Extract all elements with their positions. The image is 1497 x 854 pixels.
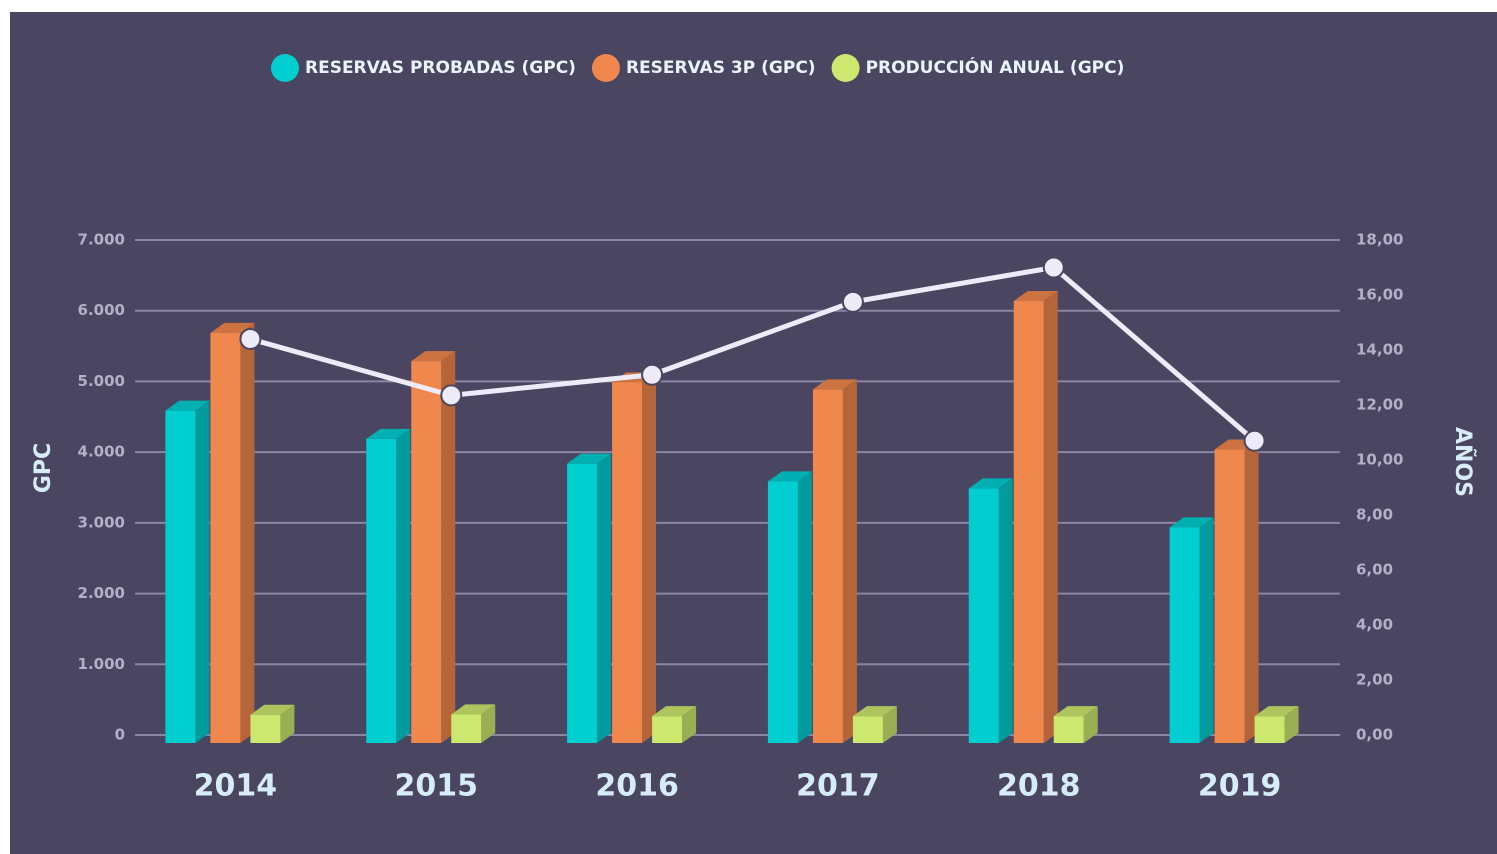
bar-top — [250, 704, 295, 715]
bar-side — [682, 706, 697, 743]
bar — [968, 488, 999, 743]
bar-top — [411, 351, 456, 362]
bar-side — [797, 471, 812, 743]
bar — [1254, 716, 1285, 743]
bar-top — [366, 428, 411, 439]
bar-top — [567, 453, 612, 464]
bar-side — [1083, 706, 1098, 743]
bar-side — [1043, 291, 1058, 743]
bar-side — [481, 704, 496, 743]
line — [249, 264, 1257, 443]
bar-side — [441, 351, 456, 743]
line-point — [1243, 429, 1266, 452]
bar — [165, 410, 196, 743]
legend-label: RESERVAS 3P (GPC) — [626, 58, 816, 78]
line-point — [841, 290, 864, 313]
bar-top — [852, 706, 897, 717]
legend-swatch — [831, 54, 860, 82]
bar-side — [1199, 517, 1214, 743]
legend-swatch — [271, 54, 299, 82]
bar-top — [1254, 706, 1299, 717]
bar-top — [1013, 291, 1058, 302]
y-tick-label: 5.000 — [78, 372, 125, 390]
bar-side — [998, 478, 1013, 743]
y2-tick-label: 10,00 — [1356, 451, 1403, 469]
line-point — [440, 384, 463, 407]
bar-side — [882, 706, 897, 743]
bar-top — [767, 471, 812, 482]
y2-axis-title: AÑOS — [1450, 427, 1476, 497]
bar — [210, 332, 241, 743]
line-point — [239, 328, 262, 350]
bar-top — [812, 379, 857, 390]
bar — [812, 389, 843, 743]
line-point — [641, 363, 664, 386]
y-tick-label: 4.000 — [78, 443, 125, 461]
line-point — [1042, 256, 1065, 279]
bar — [612, 382, 643, 743]
bar-top — [968, 478, 1013, 489]
y2-tick-label: 8,00 — [1356, 506, 1393, 524]
y2-tick-label: 16,00 — [1356, 286, 1403, 304]
y2-tick-label: 6,00 — [1356, 561, 1393, 579]
bar — [1053, 716, 1084, 743]
y-tick-label: 7.000 — [78, 231, 125, 249]
bar-side — [1284, 706, 1299, 743]
bar-side — [1244, 439, 1259, 743]
y2-tick-label: 0,00 — [1356, 726, 1393, 744]
y2-tick-label: 12,00 — [1356, 396, 1403, 414]
x-tick-label: 2015 — [395, 769, 479, 804]
bar-top — [210, 322, 255, 333]
bar-side — [642, 372, 657, 743]
bar — [1214, 449, 1245, 743]
x-tick-label: 2019 — [1198, 769, 1282, 804]
y2-tick-label: 14,00 — [1356, 341, 1403, 359]
bar-side — [240, 322, 255, 743]
y-axis-title: GPC — [31, 443, 56, 493]
bar-side — [842, 379, 857, 743]
bar — [852, 716, 883, 743]
legend-label: RESERVAS PROBADAS (GPC) — [305, 58, 576, 78]
x-tick-label: 2017 — [796, 769, 880, 804]
x-tick-label: 2018 — [997, 769, 1081, 804]
bar-side — [597, 453, 612, 743]
y2-tick-label: 2,00 — [1356, 671, 1393, 689]
bar — [567, 463, 598, 743]
x-tick-label: 2014 — [194, 769, 278, 804]
bar-top — [451, 704, 496, 715]
bar — [767, 481, 798, 743]
y2-tick-label: 4,00 — [1356, 616, 1393, 634]
bar-side — [396, 428, 411, 743]
bar — [1169, 527, 1200, 743]
bar-side — [280, 704, 295, 743]
bar-top — [1053, 706, 1098, 717]
x-tick-label: 2016 — [595, 769, 679, 804]
y-tick-label: 1.000 — [78, 655, 125, 673]
legend-swatch — [591, 54, 620, 82]
bar — [451, 714, 482, 743]
bar — [1013, 301, 1044, 743]
bar-side — [195, 400, 210, 743]
bar-top — [1169, 517, 1214, 528]
bar — [250, 714, 281, 743]
bar — [652, 716, 683, 743]
bar-top — [165, 400, 210, 411]
y-tick-label: 0 — [115, 726, 125, 744]
y-tick-label: 3.000 — [78, 513, 125, 531]
bar — [411, 361, 442, 743]
y-tick-label: 6.000 — [78, 301, 125, 319]
y-tick-label: 2.000 — [78, 584, 125, 602]
legend-label: PRODUCCIÓN ANUAL (GPC) — [866, 56, 1125, 78]
y2-tick-label: 18,00 — [1356, 231, 1403, 249]
bar-top — [652, 706, 697, 717]
bar — [366, 438, 397, 743]
